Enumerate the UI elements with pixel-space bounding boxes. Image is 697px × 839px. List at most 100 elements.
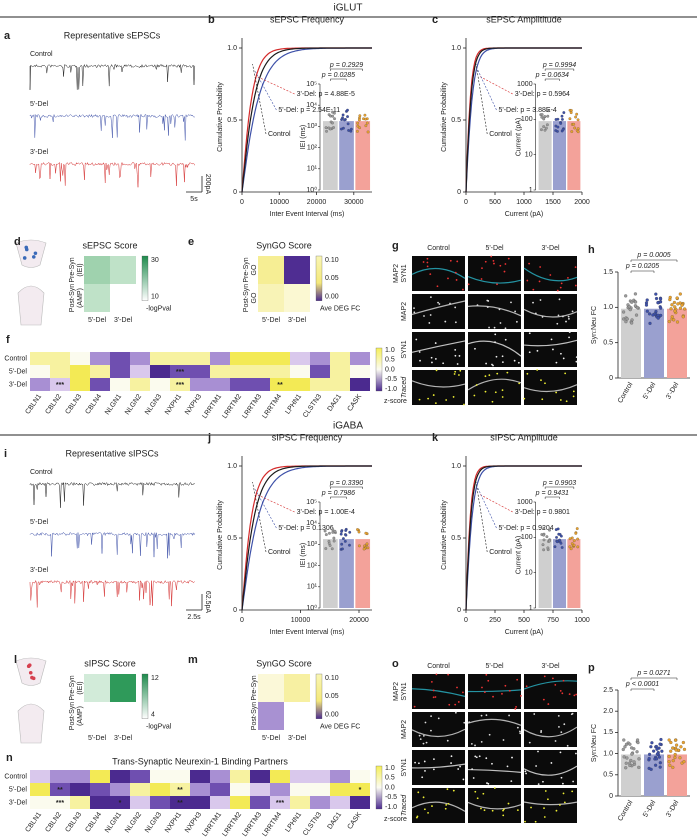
puncta	[571, 790, 574, 793]
panel-letter: k	[432, 432, 439, 444]
row-label: Post-Syn	[251, 702, 258, 731]
x-tick-label: 0	[240, 199, 244, 206]
row-label: (AMP)	[77, 288, 84, 308]
significance-mark: *	[359, 787, 362, 794]
inset-dot	[545, 123, 549, 127]
column-label: CBLN1	[24, 811, 43, 834]
heatmap-cell	[110, 284, 136, 312]
puncta	[434, 358, 437, 360]
x-tick-label: 20000	[349, 617, 369, 624]
axis-line	[254, 69, 277, 111]
puncta	[446, 739, 449, 742]
puncta	[446, 788, 449, 791]
current-trace	[29, 481, 195, 508]
column-label: NLGN2	[124, 393, 143, 416]
scale-label: 200pA	[204, 174, 211, 195]
inset-dot	[343, 118, 346, 122]
colorbar-tick: 0.5	[385, 775, 395, 782]
bar-dot	[630, 746, 634, 750]
heatmap-cell	[258, 256, 284, 284]
inset-dot	[340, 530, 343, 533]
heatmap-cell	[170, 365, 190, 378]
puncta	[456, 686, 458, 689]
puncta	[560, 282, 563, 285]
bar-dot	[673, 738, 678, 742]
row-label: MAP2	[401, 720, 408, 739]
inset-tick-label: 1	[529, 605, 533, 612]
puncta	[487, 679, 490, 682]
puncta	[483, 691, 486, 694]
colorbar-tick: 0.00	[325, 294, 339, 301]
bar-dot	[624, 294, 628, 298]
inset-dot	[327, 126, 331, 130]
puncta	[431, 361, 433, 364]
puncta	[568, 693, 571, 696]
panel-letter: e	[188, 236, 194, 248]
scale-label: 5s	[190, 196, 198, 203]
colorbar-tick: 12	[151, 675, 159, 682]
panel-letter: m	[188, 654, 198, 666]
inset-dot	[364, 531, 368, 535]
heatmap-cell	[50, 365, 70, 378]
puncta	[538, 280, 541, 283]
puncta	[544, 790, 547, 792]
axis-line	[252, 481, 267, 553]
puncta	[434, 402, 437, 405]
puncta	[560, 731, 563, 734]
inset-dot	[540, 113, 544, 116]
puncta	[539, 299, 542, 301]
puncta	[474, 347, 476, 350]
inset-dot	[333, 117, 336, 121]
heatmap-cell	[284, 284, 310, 312]
inset-dot	[555, 535, 558, 539]
puncta	[414, 761, 416, 764]
bar-dot	[674, 748, 678, 752]
puncta	[494, 341, 496, 344]
bar-dot	[647, 312, 652, 316]
x-tick-label: 1500	[545, 199, 561, 206]
heatmap-cell	[110, 674, 136, 702]
heatmap-cell	[150, 365, 170, 378]
bar-dot	[667, 760, 671, 764]
p-value: p = 0.0285	[321, 72, 355, 79]
puncta	[442, 362, 445, 365]
inset-dot	[333, 111, 336, 115]
puncta	[484, 375, 487, 378]
inset-dot	[559, 534, 563, 538]
heatmap-cell	[30, 378, 50, 391]
bar-dot	[634, 313, 639, 317]
heatmap-cell	[190, 783, 210, 796]
inset-dot	[344, 533, 348, 537]
puncta	[444, 807, 447, 810]
puncta	[575, 693, 578, 696]
heatmap-cell	[230, 796, 250, 809]
puncta	[462, 691, 464, 694]
vesicle	[31, 255, 36, 259]
current-trace	[29, 113, 195, 141]
bar-dot	[656, 316, 660, 320]
heatmap-cell	[250, 365, 270, 378]
puncta	[563, 801, 566, 804]
heatmap-cell	[330, 378, 350, 391]
column-label: 3'-Del	[114, 317, 133, 324]
inset-tick-label: 1	[529, 187, 533, 194]
y-tick-label: 0.5	[451, 117, 461, 124]
inset-dot	[574, 115, 578, 119]
heatmap-cell	[258, 702, 284, 730]
puncta	[456, 363, 459, 365]
panel-letter: h	[588, 244, 595, 256]
puncta	[422, 742, 425, 745]
bar-dot	[645, 309, 649, 313]
puncta	[504, 338, 507, 341]
heatmap-cell	[250, 378, 270, 391]
inset-tick-label: 10³	[307, 123, 318, 130]
puncta	[432, 768, 435, 771]
inset-dot	[576, 130, 580, 134]
puncta	[565, 400, 568, 403]
bar-dot	[630, 752, 634, 756]
bar-dot	[625, 756, 629, 760]
significance-mark: ***	[176, 369, 184, 376]
row-label: Pre-Syn	[69, 675, 76, 700]
dendrite	[523, 308, 578, 318]
heatmap-cell	[310, 796, 330, 809]
